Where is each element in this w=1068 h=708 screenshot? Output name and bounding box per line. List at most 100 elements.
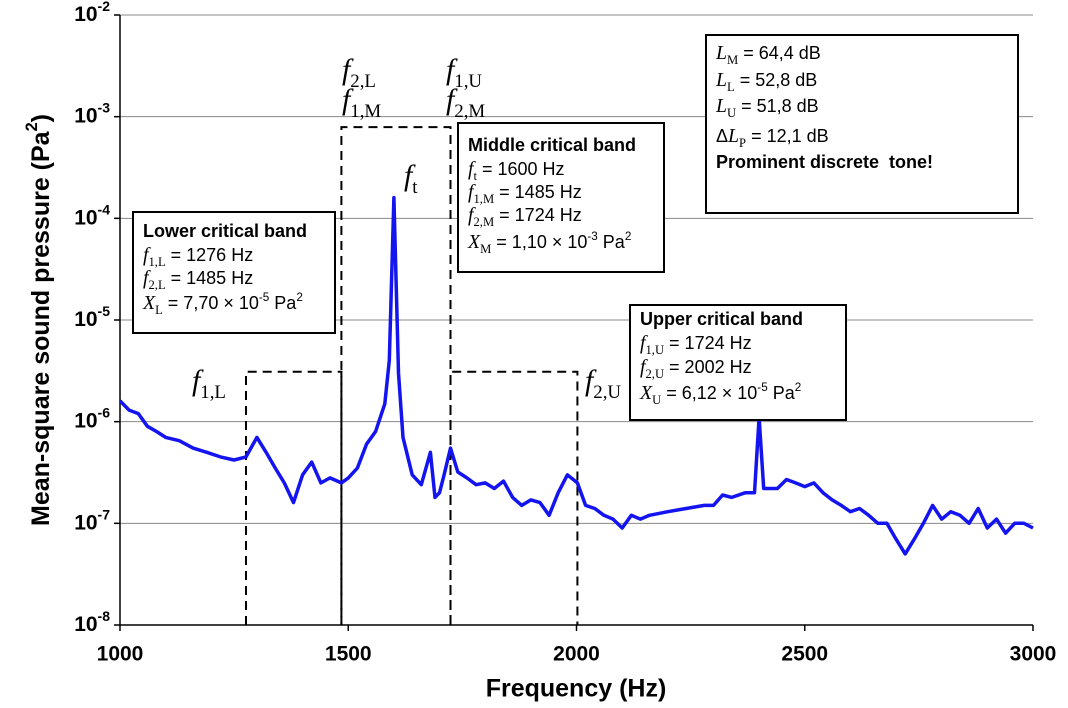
x-tick-label: 2000 [553,643,600,666]
text-segment: Pa [768,383,796,403]
text-segment: M [727,53,738,67]
text-segment: L [155,303,163,317]
text-segment: 2,U [646,367,665,381]
critical-band [340,126,452,625]
text-segment: 2 [625,230,632,243]
text-segment: Mean-square sound pressure (Pa [27,130,55,526]
text-segment: U [652,393,661,407]
y-tick-label: 10-5 [74,303,110,331]
x-tick-label: 1500 [325,643,372,666]
info-box [629,304,847,421]
x-tick-label: 2500 [781,643,828,666]
frequency-label: f1,L [192,365,226,403]
box-line: ft = 1600 Hz [468,158,565,183]
text-segment: Middle critical band [468,135,636,155]
x-tick-label: 1000 [97,643,144,666]
text-segment: 1,M [474,192,495,206]
text-segment: = 1485 Hz [494,182,582,202]
text-segment: = 1724 Hz [664,333,752,353]
text-segment: = 1,10 × 10 [491,232,587,252]
text-segment: L [715,42,727,64]
text-segment: f [640,332,648,354]
critical-band [244,370,343,625]
box-line: f1,M = 1485 Hz [468,181,582,206]
info-box [705,34,1019,214]
text-segment: 2 [296,291,303,304]
text-segment: = 1724 Hz [494,205,582,225]
text-segment: 2,U [593,382,621,403]
text-segment: M [480,242,491,256]
text-segment: 1,L [149,255,166,269]
x-tick-label: 3000 [1010,643,1057,666]
text-segment: = 1600 Hz [477,159,565,179]
y-tick-label: 10-3 [74,99,110,127]
text-segment: Upper critical band [640,309,803,329]
text-segment: = 12,1 dB [746,126,829,146]
text-segment: = 7,70 × 10 [163,293,259,313]
text-segment: 2,L [149,278,166,292]
text-segment: 1,M [350,101,381,122]
text-segment: L [715,95,727,117]
box-line: f1,U = 1724 Hz [640,332,752,357]
text-segment: X [142,292,156,314]
text-segment: U [727,106,736,120]
box-line: LL = 52,8 dB [715,69,817,94]
text-segment: = 52,8 dB [735,70,818,90]
text-segment: f [468,181,476,203]
y-tick-label: 10-8 [74,608,110,636]
text-segment: f [143,244,151,266]
y-axis-title: Mean-square sound pressure (Pa2) [23,114,54,526]
text-segment: X [467,231,481,253]
box-line: f2,U = 2002 Hz [640,356,752,381]
text-segment: = 1276 Hz [166,245,254,265]
text-segment: -3 [587,230,597,243]
box-line: f2,M = 1724 Hz [468,204,582,229]
text-segment: 1,L [200,382,226,403]
text-segment: Pa [598,232,626,252]
info-box [132,211,336,334]
text-segment: Pa [269,293,297,313]
text-segment: = 2002 Hz [664,357,752,377]
box-line: XM = 1,10 × 10-3 Pa2 [467,230,631,256]
y-tick-label: 10-2 [74,0,110,26]
text-segment: Lower critical band [143,221,307,241]
box-line: ΔLP = 12,1 dB [716,125,829,150]
text-segment: ) [27,114,55,122]
text-segment: 1,U [454,71,482,92]
box-line: Prominent discrete tone! [716,152,933,172]
text-segment: t [474,169,478,183]
text-segment: = 64,4 dB [738,43,821,63]
text-segment: = 6,12 × 10 [661,383,757,403]
x-axis-title: Frequency (Hz) [486,675,667,703]
box-line: LM = 64,4 dB [715,42,821,67]
text-segment: X [639,382,653,404]
text-segment: = 1485 Hz [166,268,254,288]
spectrum-line [118,195,1034,556]
text-segment: 2 [23,122,41,131]
text-segment: L [727,80,735,94]
text-segment: 2,M [474,215,495,229]
box-line: XU = 6,12 × 10-5 Pa2 [639,381,801,407]
box-line: LU = 51,8 dB [715,95,819,120]
box-line: f2,L = 1485 Hz [143,267,253,292]
text-segment: f [468,158,476,180]
box-line: XL = 7,70 × 10-5 Pa2 [142,291,303,317]
text-segment: = 51,8 dB [736,96,819,116]
text-segment: Prominent discrete tone! [716,152,933,172]
text-segment: 2,M [454,101,485,122]
y-tick-label: 10-7 [74,506,110,534]
frequency-label: f2,U [585,365,621,403]
text-segment: f [143,267,151,289]
text-segment: f [468,204,476,226]
text-segment: -5 [757,381,768,394]
text-segment: -5 [259,291,270,304]
text-segment: Δ [716,126,728,146]
text-segment: f [640,356,648,378]
box-line: Upper critical band [640,309,803,329]
y-tick-label: 10-6 [74,404,110,432]
text-segment: P [739,136,746,150]
box-line: f1,L = 1276 Hz [143,244,253,269]
text-segment: L [727,125,739,147]
box-line: Middle critical band [468,135,636,155]
